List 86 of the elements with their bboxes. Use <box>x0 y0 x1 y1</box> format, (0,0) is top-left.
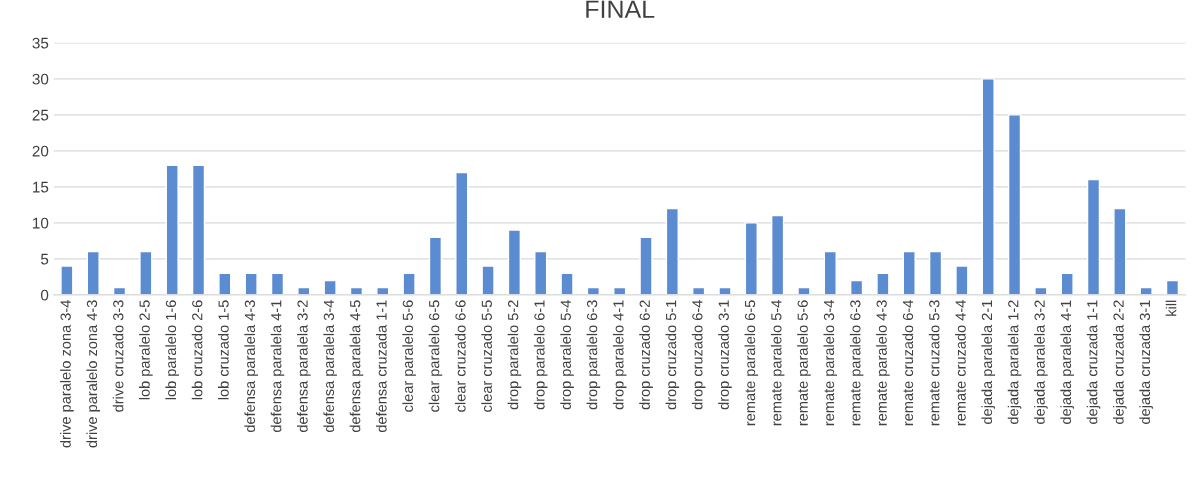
bar <box>1165 279 1180 295</box>
bar <box>1060 272 1074 295</box>
bar <box>428 236 443 295</box>
x-tick-label: drive paralelo zona 4-3 <box>86 300 101 448</box>
x-tick-label: remate paralelo 3-4 <box>823 300 838 426</box>
x-tick-label: remate cruzado 4-4 <box>955 300 966 426</box>
bar <box>823 250 837 295</box>
bar <box>1007 114 1022 295</box>
bar <box>507 229 522 295</box>
bar <box>1086 178 1101 295</box>
x-tick-label: drop cruzado 6-4 <box>691 300 706 410</box>
bar <box>402 272 416 295</box>
x-tick-label: drop paralelo 5-2 <box>507 300 522 410</box>
x-tick-label: clear cruzado 5-5 <box>481 300 492 412</box>
bar <box>744 222 758 295</box>
y-tick-label: 0 <box>40 289 49 301</box>
x-tick-label: remate paralelo 5-6 <box>797 300 811 426</box>
x-tick-label: remate cruzado 6-4 <box>902 300 914 426</box>
chart-title: FINAL <box>586 0 655 18</box>
x-tick-label: drop cruzado 5-1 <box>665 300 680 410</box>
bar <box>902 250 916 295</box>
x-tick-label: drive cruzado 3-3 <box>112 300 124 412</box>
y-tick-label: 5 <box>40 253 49 265</box>
bar <box>955 265 969 295</box>
bar <box>981 78 995 295</box>
x-tick-label: lob paralelo 1-6 <box>165 300 179 400</box>
x-tick-label: defensa cruzada 1-1 <box>375 300 387 433</box>
x-tick-label: drop cruzado 6-2 <box>639 300 653 410</box>
x-tick-label: defensa paralela 4-3 <box>244 300 258 433</box>
bar <box>165 164 179 295</box>
x-tick-label: remate paralelo 4-3 <box>876 300 890 426</box>
y-tick-label: 10 <box>33 217 49 229</box>
y-tick-label: 15 <box>33 181 49 193</box>
x-tick-label: defensa paralela 4-5 <box>349 300 364 433</box>
x-tick-label: defensa paralela 3-4 <box>323 300 337 433</box>
x-tick-label: lob paralelo 2-5 <box>139 300 153 400</box>
x-tick-label: clear paralelo 5-6 <box>402 300 416 412</box>
bar <box>639 236 653 295</box>
bar <box>60 265 74 295</box>
x-tick-label: kill <box>1165 300 1177 316</box>
y-tick-label: 30 <box>32 73 49 85</box>
x-tick-label: remate cruzado 5-3 <box>928 300 940 426</box>
bar <box>849 279 864 295</box>
x-tick-label: dejada cruzada 1-1 <box>1086 300 1101 424</box>
bar <box>455 171 469 295</box>
x-tick-label: clear cruzado 6-6 <box>454 300 466 412</box>
x-tick-label: defensa paralela 3-2 <box>297 300 311 433</box>
x-tick-label: drop paralelo 5-4 <box>560 300 574 410</box>
y-tick-label: 20 <box>32 145 49 157</box>
y-tick-label: 25 <box>32 109 49 121</box>
x-tick-label: drop cruzado 3-1 <box>718 300 732 410</box>
bar <box>218 272 232 295</box>
x-tick-label: dejada paralela 4-1 <box>1060 300 1074 424</box>
bar <box>270 272 285 295</box>
x-tick-label: dejada cruzada 2-2 <box>1113 300 1127 424</box>
bar <box>771 214 785 295</box>
x-tick-label: drop paralelo 6-1 <box>533 300 548 410</box>
y-tick-label: 35 <box>32 37 49 49</box>
bar <box>139 250 153 295</box>
x-tick-label: defensa paralela 4-1 <box>270 300 285 433</box>
bar <box>323 279 337 295</box>
bar <box>534 250 548 295</box>
x-tick-label: clear paralelo 6-5 <box>428 300 443 412</box>
x-tick-label: drop paralelo 6-3 <box>586 300 601 410</box>
bar <box>718 286 732 295</box>
x-tick-label: remate paralelo 6-3 <box>849 300 864 426</box>
bar <box>928 250 943 295</box>
x-tick-label: dejada cruzada 3-1 <box>1139 300 1153 424</box>
bar <box>86 250 100 295</box>
bar <box>665 207 679 295</box>
bar <box>560 272 574 295</box>
x-tick-label: dejada paralela 3-2 <box>1034 300 1048 424</box>
x-tick-label: drive paralelo zona 3-4 <box>60 300 74 448</box>
x-tick-label: dejada paralela 2-1 <box>981 300 996 424</box>
bar <box>1113 207 1127 295</box>
bar <box>244 272 258 295</box>
bar <box>191 164 206 295</box>
x-tick-label: lob cruzado 1-5 <box>218 300 229 400</box>
bar <box>797 286 811 295</box>
x-tick-label: remate paralelo 6-5 <box>744 300 759 426</box>
x-tick-label: lob cruzado 2-6 <box>191 300 203 400</box>
x-tick-label: dejada paralela 1-2 <box>1007 300 1022 424</box>
x-tick-label: drop paralelo 4-1 <box>612 300 627 410</box>
bar <box>876 272 890 295</box>
bar <box>481 265 495 295</box>
x-tick-label: remate paralelo 5-4 <box>770 300 785 426</box>
